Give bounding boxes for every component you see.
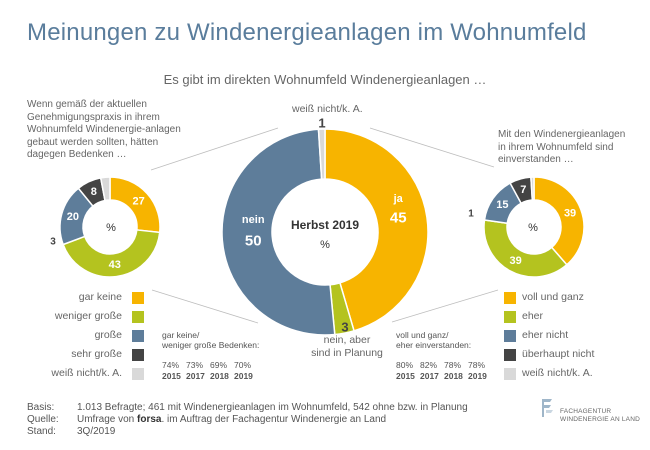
left-year-label-3: 2018	[210, 371, 229, 381]
right-legend-swatch-3	[504, 330, 516, 342]
left-year-value-1: 74%	[162, 360, 180, 370]
right-legend-swatch-1	[504, 292, 516, 304]
left-legend-label-5: weiß nicht/k. A.	[51, 367, 122, 379]
right-donut-slice-1	[533, 176, 585, 266]
center-label-top: weiß nicht/k. A.	[292, 103, 363, 115]
center-value-planung: 3	[341, 320, 348, 335]
left-years-head: gar keine/ weniger große Bedenken:	[162, 330, 260, 350]
left-legend-label-1: gar keine	[78, 291, 122, 303]
right-year-value-3: 78%	[444, 360, 462, 370]
right-year-value-4: 78%	[468, 360, 486, 370]
right-note: Mit den Windenergieanlagen in ihrem Wohn…	[498, 129, 626, 165]
left-value-5: 3	[50, 237, 56, 248]
right-year-value-2: 82%	[420, 360, 438, 370]
right-years-head: voll und ganz/ eher einverstanden:	[396, 330, 472, 350]
connector-line-left-top	[150, 127, 279, 171]
right-value-3: 15	[496, 199, 508, 211]
footer-quelle: Quelle: Umfrage von forsa. im Auftrag der…	[27, 414, 386, 427]
fachagentur-logo-icon	[542, 399, 553, 417]
footer-basis-text: 1.013 Befragte; 461 mit Windenergieanlag…	[77, 402, 468, 413]
connector-line-right-top	[369, 127, 495, 168]
right-legend-label-5: weiß nicht/k. A.	[522, 367, 593, 379]
left-donut-slice-2	[62, 229, 161, 278]
left-legend-label-2: weniger große	[54, 310, 122, 322]
left-legend-swatch-1	[132, 292, 144, 304]
left-year-label-2: 2017	[186, 371, 205, 381]
left-donut-slice-5	[99, 176, 111, 202]
right-donut-slice-2	[483, 219, 568, 278]
footer-quelle-post: . im Auftrag der Fachagentur Windenergie…	[161, 414, 387, 425]
footer-stand-text: 3Q/2019	[77, 426, 116, 437]
right-legend-label-3: eher nicht	[522, 329, 569, 341]
donut-center	[221, 128, 429, 336]
right-value-1: 39	[564, 208, 576, 220]
left-year-value-2: 73%	[186, 360, 204, 370]
left-year-value-3: 69%	[210, 360, 228, 370]
left-year-label-4: 2019	[234, 371, 253, 381]
left-value-2: 43	[109, 259, 121, 271]
left-value-4: 8	[91, 186, 97, 198]
left-year-value-4: 70%	[234, 360, 252, 370]
left-legend-label-4: sehr große	[71, 348, 122, 360]
right-year-label-3: 2018	[444, 371, 463, 381]
left-value-1: 27	[133, 195, 145, 207]
connector-lines	[150, 127, 499, 324]
left-value-3: 20	[67, 211, 79, 223]
right-legend-swatch-5	[504, 368, 516, 380]
left-note: Wenn gemäß der aktuellen Genehmigungspra…	[27, 99, 181, 160]
left-legend-swatch-5	[132, 368, 144, 380]
right-year-label-4: 2019	[468, 371, 487, 381]
center-value-weissnicht: 1	[318, 116, 325, 131]
center-label-ja: ja	[393, 193, 404, 205]
right-donut-slice-5	[530, 176, 535, 201]
center-donut-slice-4	[317, 128, 326, 180]
logo-line-1: FACHAGENTUR	[560, 408, 612, 415]
center-inner-unit: %	[320, 239, 330, 251]
footer-basis-label: Basis:	[27, 402, 55, 413]
footer-quelle-pre: Umfrage von	[77, 414, 138, 425]
chart-title: Meinungen zu Windenergieanlagen im Wohnu…	[27, 19, 587, 46]
connector-line-left-bottom	[151, 289, 259, 324]
center-label-bottom: nein, aber sind in Planung	[311, 334, 383, 359]
footer-stand-label: Stand:	[27, 426, 56, 437]
right-inner-unit: %	[528, 222, 538, 234]
right-year-label-2: 2017	[420, 371, 439, 381]
right-value-2: 39	[509, 255, 521, 267]
right-value-4: 7	[520, 184, 526, 196]
right-legend-label-2: eher	[522, 310, 544, 322]
left-legend-swatch-2	[132, 311, 144, 323]
chart-subtitle: Es gibt im direkten Wohnumfeld Windenerg…	[163, 72, 487, 87]
footer-quelle-brand: forsa	[137, 414, 162, 425]
right-year-label-1: 2015	[396, 371, 415, 381]
footer-basis: Basis: 1.013 Befragte; 461 mit Windenergi…	[27, 402, 468, 415]
logo-line-2: WINDENERGIE AN LAND	[560, 416, 641, 423]
center-donut-slice-3	[221, 128, 336, 336]
left-inner-unit: %	[106, 222, 116, 234]
left-legend-label-3: große	[94, 329, 122, 341]
center-donut-slice-1	[324, 128, 429, 332]
center-label-nein: nein	[242, 214, 265, 226]
footer-quelle-label: Quelle:	[27, 414, 59, 425]
right-legend-swatch-4	[504, 349, 516, 361]
right-value-5: 1	[468, 209, 474, 220]
right-legend-label-1: voll und ganz	[522, 291, 584, 303]
center-value-ja: 45	[390, 209, 407, 226]
connector-line-right-bottom	[391, 289, 499, 323]
right-year-value-1: 80%	[396, 360, 414, 370]
footer-stand: Stand: 3Q/2019	[27, 426, 115, 439]
center-value-nein: 50	[245, 233, 262, 250]
center-inner-title: Herbst 2019	[290, 218, 360, 232]
right-legend-swatch-2	[504, 311, 516, 323]
left-legend-swatch-4	[132, 349, 144, 361]
donut-right	[483, 176, 585, 278]
right-legend-label-4: überhaupt nicht	[522, 348, 595, 360]
donut-left	[59, 176, 161, 278]
donut-value-labels: ja 45 3 nein 50 1 27 43 20 8 3 39 39 15 7 1	[50, 116, 576, 335]
left-year-label-1: 2015	[162, 371, 181, 381]
left-legend-swatch-3	[132, 330, 144, 342]
